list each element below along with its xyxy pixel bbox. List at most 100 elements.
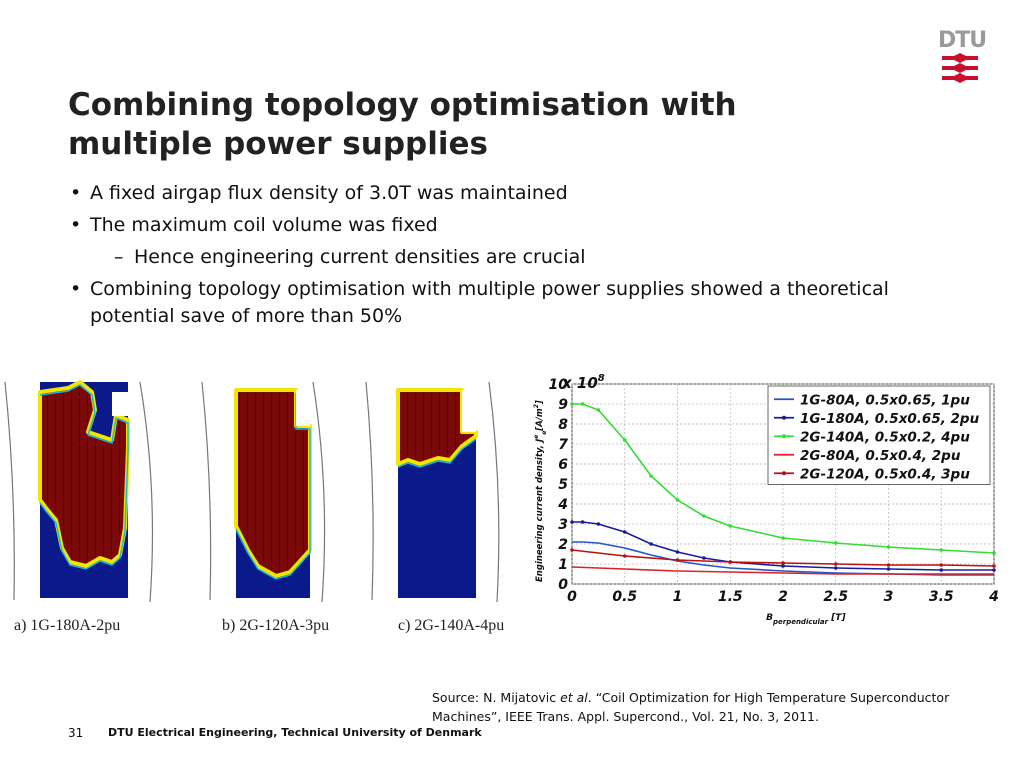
bullet-item: • The maximum coil volume was fixed xyxy=(70,212,950,239)
sub-bullet-item: – Hence engineering current densities are… xyxy=(70,244,950,271)
y-tick-label: 7 xyxy=(558,437,568,453)
panel-a xyxy=(38,380,130,598)
panel-c-notch xyxy=(462,390,476,432)
x-axis-label-unit: [T] xyxy=(828,613,846,623)
bullet-list: • A fixed airgap flux density of 3.0T was… xyxy=(70,180,950,335)
source-etal: et al xyxy=(560,690,588,705)
bullet-dot-icon: • xyxy=(70,278,82,300)
bullet-item: • A fixed airgap flux density of 3.0T was… xyxy=(70,180,950,207)
y-tick-label: 2 xyxy=(558,537,568,553)
legend-label: 1G-80A, 0.5x0.65, 1pu xyxy=(800,392,970,408)
y-tick-label: 0 xyxy=(558,577,568,593)
panel-a-edge xyxy=(39,384,129,570)
series-point xyxy=(992,568,996,572)
legend-box xyxy=(767,385,991,485)
y-axis-label-sup: e xyxy=(533,435,540,439)
series-point xyxy=(580,402,585,406)
series-point xyxy=(886,563,891,567)
dtu-logo-mark xyxy=(942,53,978,83)
series-point xyxy=(728,524,733,528)
x-tick-label: 1 xyxy=(673,589,683,605)
series-point xyxy=(939,563,944,567)
y-tick-label: 8 xyxy=(558,417,568,433)
series-point xyxy=(781,536,785,540)
panel-label-c: c) 2G-140A-4pu xyxy=(398,617,504,634)
series-point xyxy=(622,530,627,534)
chart-series xyxy=(570,402,996,576)
current-density-chart: 0 0.5 1 1.5 2 2.5 3 3.5 4 0 1 2 3 4 5 6 7 8 9 10 x 108 Engi… xyxy=(528,370,1008,640)
y-axis-label: Engineering current density, Jee[A/m2] xyxy=(533,400,548,582)
series-point xyxy=(570,402,574,406)
bullet-text: A fixed airgap flux density of 3.0T was … xyxy=(90,182,568,204)
source-rest: . “Coil Optimization for High Temperatur… xyxy=(432,690,950,724)
slide-title: Combining topology optimisation with mul… xyxy=(68,87,737,162)
chart-legend: 1G-80A, 0.5x0.65, 1pu 1G-180A, 0.5x0.65, … xyxy=(767,385,991,485)
page-number: 31 xyxy=(68,726,84,740)
y-tick-label: 1 xyxy=(558,557,568,573)
legend-label: 2G-120A, 0.5x0.4, 3pu xyxy=(800,466,970,482)
series-point xyxy=(580,520,585,524)
y-axis-label-main: Engineering current density, J xyxy=(535,439,545,582)
panel-c xyxy=(396,388,478,598)
x-tick-label: 2 xyxy=(778,589,788,605)
y-multiplier-base: x 10 xyxy=(561,374,598,392)
bullet-dot-icon: • xyxy=(70,214,82,236)
series-point xyxy=(570,548,574,552)
topology-panels: a) 1G-180A-2pu b) 2G-120A-3pu c) 2G-140A… xyxy=(0,380,525,640)
series-4 xyxy=(570,548,996,568)
dash-icon: – xyxy=(114,246,124,268)
series-point xyxy=(675,550,680,554)
y-tick-label: 10 xyxy=(549,377,569,393)
series-point xyxy=(649,474,653,478)
panel-label-b: b) 2G-120A-3pu xyxy=(222,617,329,634)
x-tick-label: 0.5 xyxy=(612,589,637,605)
bullet-item: • Combining topology optimisation with mu… xyxy=(70,276,950,330)
x-axis-label-main: B xyxy=(766,613,773,623)
series-point xyxy=(596,522,601,526)
series-point xyxy=(702,514,706,518)
series-point xyxy=(728,560,733,564)
airgap-arcs xyxy=(4,381,500,603)
y-axis-label-unit-end: ] xyxy=(535,400,545,405)
series-point xyxy=(886,567,891,571)
panel-b-notch xyxy=(296,390,310,426)
legend-marker xyxy=(782,415,786,420)
bullet-dot-icon: • xyxy=(70,182,82,204)
series-point xyxy=(675,498,680,502)
series-point xyxy=(992,564,996,568)
panel-b-edge xyxy=(235,393,311,580)
x-axis-label-sub: perpendicular xyxy=(772,618,829,626)
series-2 xyxy=(570,402,996,555)
series-point xyxy=(833,562,838,566)
sub-bullet-text: Hence engineering current densities are … xyxy=(134,246,586,268)
series-point xyxy=(939,568,944,572)
series-point xyxy=(649,542,653,546)
y-multiplier-exp: 8 xyxy=(598,373,605,384)
bullet-text: Combining topology optimisation with mul… xyxy=(90,278,889,327)
x-tick-label: 4 xyxy=(988,589,999,605)
panel-b xyxy=(234,388,312,598)
y-tick-label: 5 xyxy=(558,477,568,493)
legend-label: 2G-140A, 0.5x0.2, 4pu xyxy=(800,429,970,445)
x-tick-label: 3 xyxy=(884,589,894,605)
x-tick-label: 2.5 xyxy=(823,589,848,605)
y-axis-label-unit: [A/m xyxy=(535,408,545,432)
topology-figure: a) 1G-180A-2pu b) 2G-120A-3pu c) 2G-140A… xyxy=(4,380,504,634)
series-point xyxy=(886,545,891,549)
footer: 31 DTU Electrical Engineering, Technical… xyxy=(0,726,600,742)
series-point xyxy=(675,558,680,562)
y-tick-label: 4 xyxy=(557,497,568,513)
footer-text: DTU Electrical Engineering, Technical Un… xyxy=(108,726,482,739)
series-point xyxy=(781,561,785,565)
source-citation: Source: N. Mijatovic et al. “Coil Optimi… xyxy=(432,688,1022,726)
legend-label: 1G-180A, 0.5x0.65, 2pu xyxy=(800,411,980,427)
series-point xyxy=(992,551,996,555)
x-tick-label: 3.5 xyxy=(929,589,954,605)
legend-label: 2G-80A, 0.5x0.4, 2pu xyxy=(800,448,961,464)
panel-label-a: a) 1G-180A-2pu xyxy=(14,617,120,634)
y-axis-label-unit-sup: 2 xyxy=(533,404,540,408)
legend-marker xyxy=(782,434,786,439)
x-axis-label: Bperpendicular [T] xyxy=(766,613,846,626)
series-point xyxy=(596,408,601,412)
